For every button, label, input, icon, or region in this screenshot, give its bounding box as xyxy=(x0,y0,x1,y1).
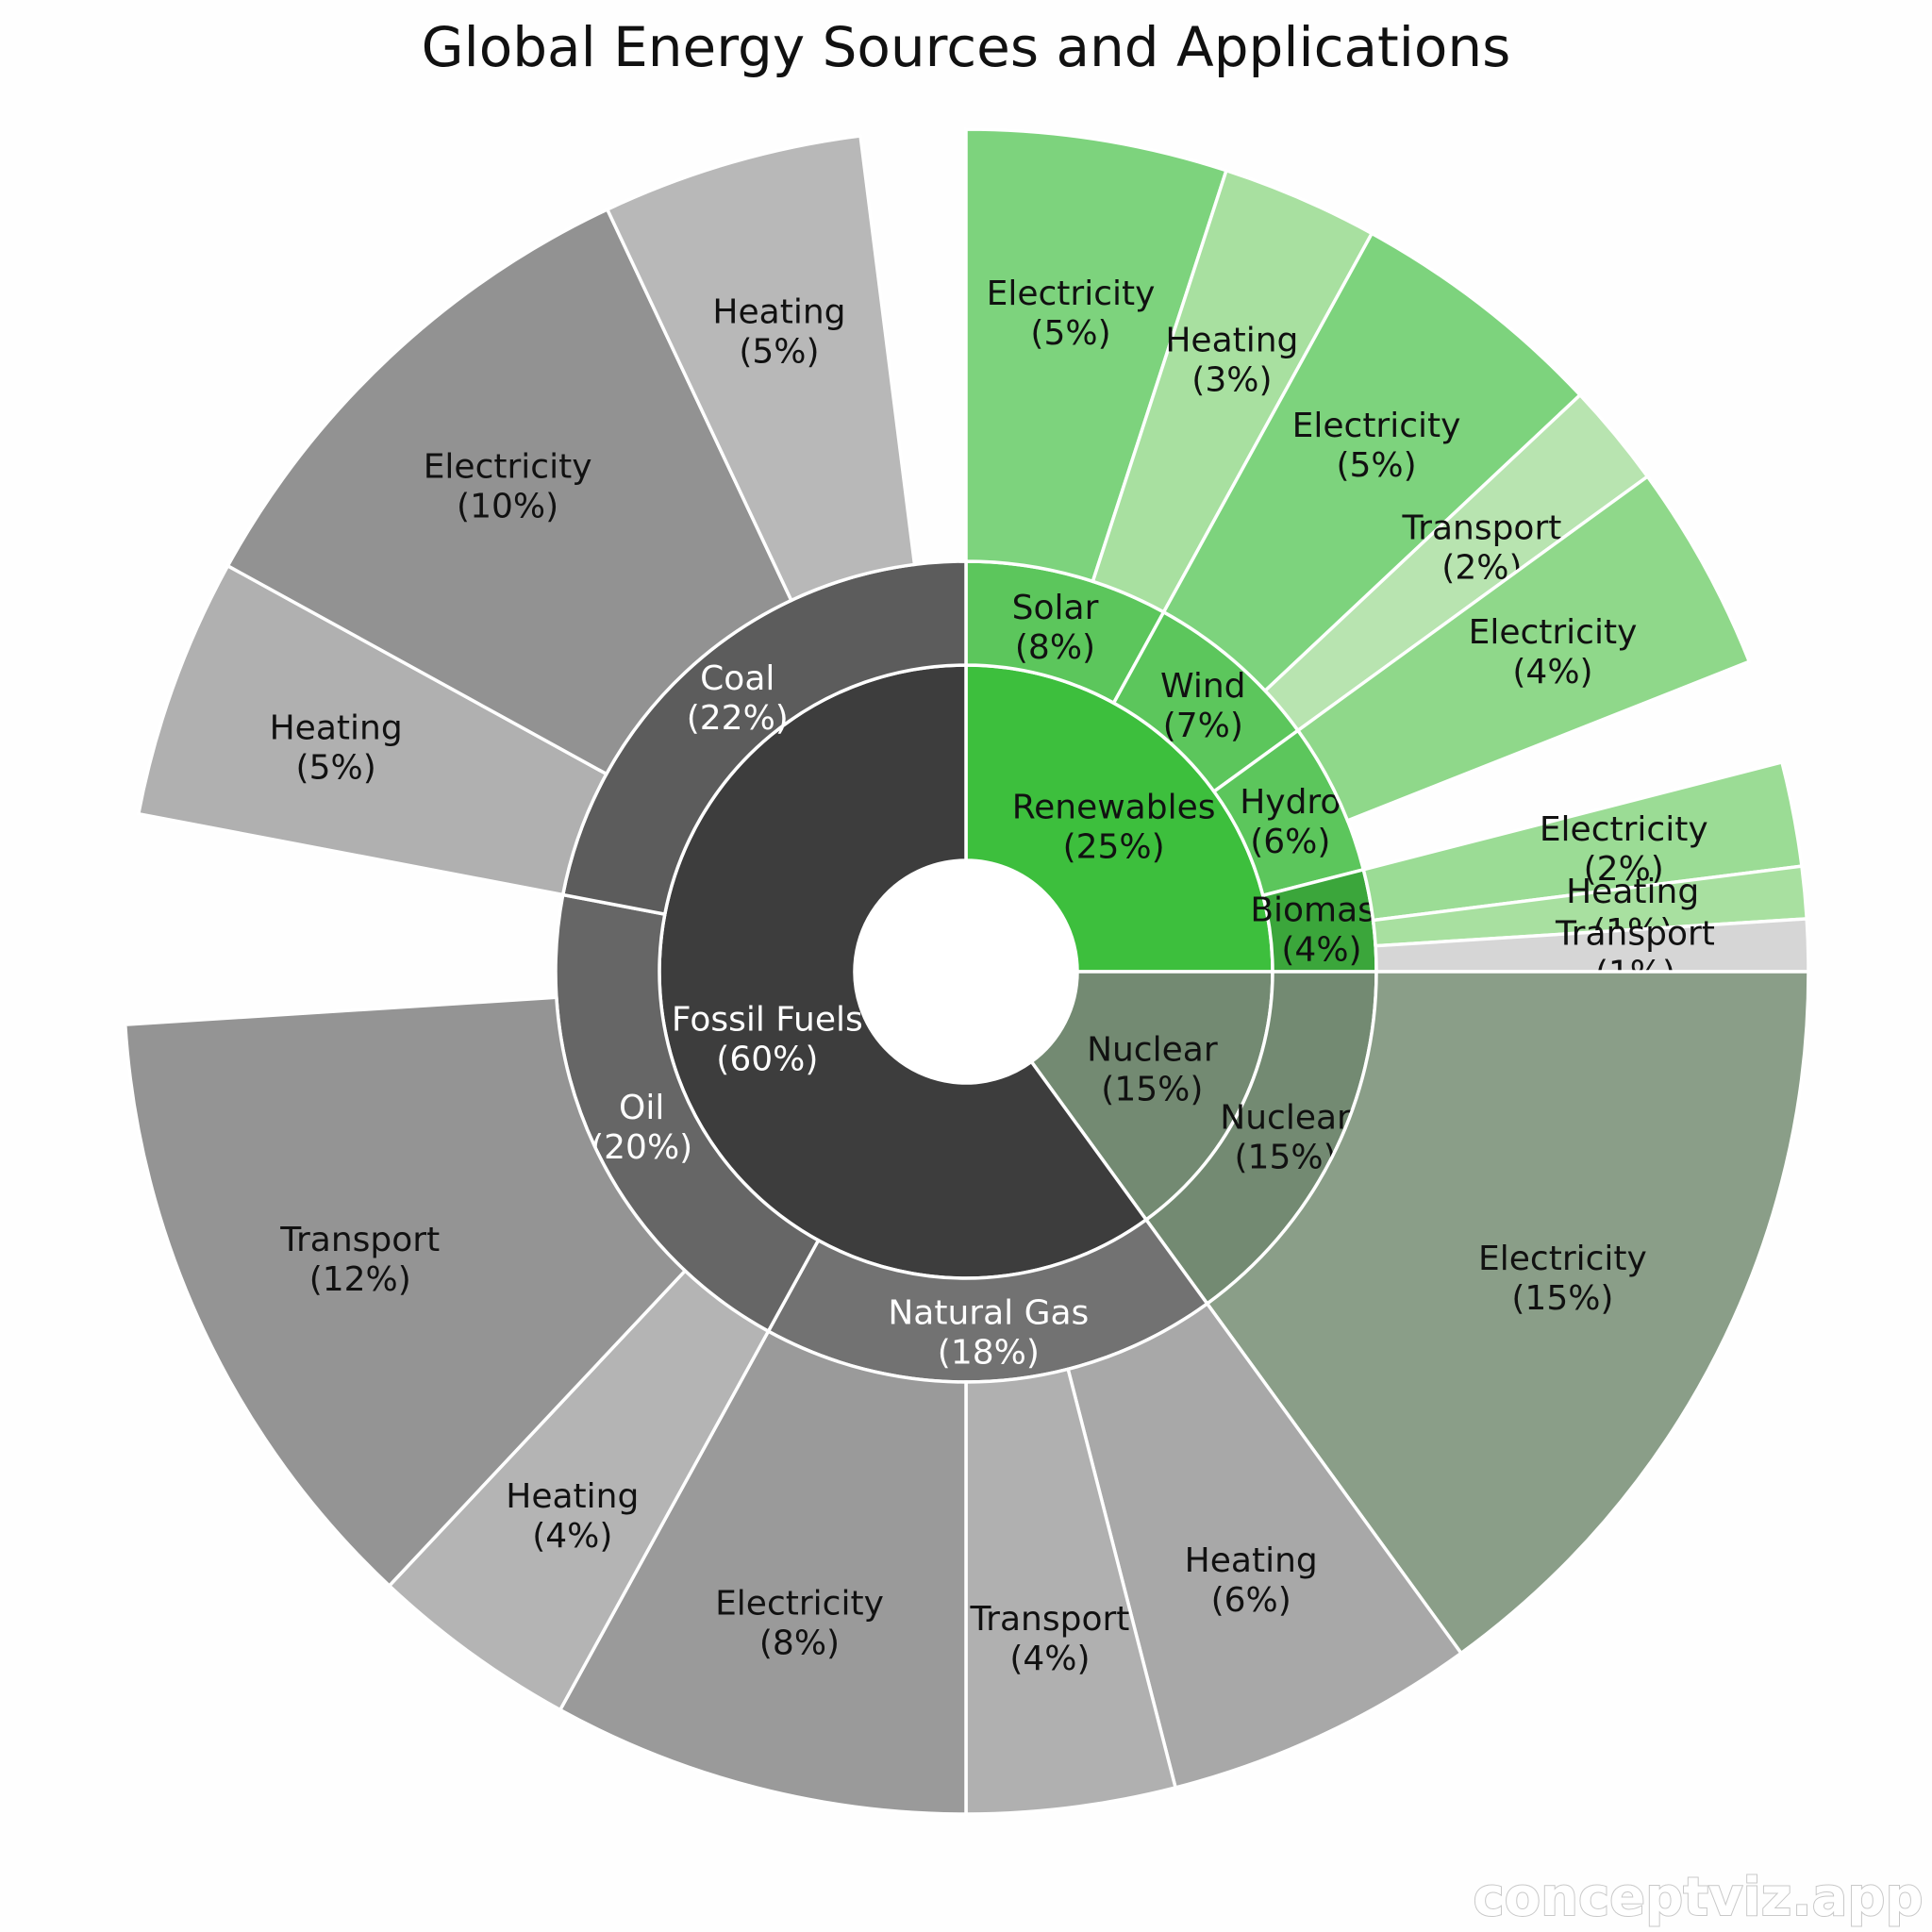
label-renewables: Renewables (25%) xyxy=(1012,788,1216,866)
chart-title: Global Energy Sources and Applications xyxy=(422,15,1511,79)
label-name: Transport xyxy=(1555,915,1715,954)
label-coal-electricity-1: Electricity (10%) xyxy=(424,448,592,526)
label-name: Heating xyxy=(1165,322,1298,360)
label-value: (12%) xyxy=(309,1260,411,1299)
label-name: Heating xyxy=(712,292,845,331)
label-name: Transport xyxy=(279,1221,440,1259)
center-hole xyxy=(855,860,1077,1083)
label-value: (8%) xyxy=(1015,628,1095,667)
label-name: Electricity xyxy=(987,275,1156,313)
label-name: Electricity xyxy=(715,1585,884,1624)
label-value: (5%) xyxy=(296,749,376,788)
label-nuclear-nuclear: Nuclear (15%) xyxy=(1220,1099,1351,1177)
label-name: Nuclear xyxy=(1220,1099,1351,1138)
label-name: Transport xyxy=(969,1600,1129,1639)
label-biomass-electricity-0: Electricity (2%) xyxy=(1540,810,1708,889)
label-value: (10%) xyxy=(457,488,558,526)
segment-coal-electricity-1 xyxy=(225,207,794,776)
label-name: Wind xyxy=(1160,667,1245,706)
watermark: conceptviz.app xyxy=(1473,1867,1923,1928)
label-value: (2%) xyxy=(1584,850,1664,889)
label-wind-electricity-0: Electricity (5%) xyxy=(1292,407,1461,485)
label-oil-transport-1: Transport (12%) xyxy=(279,1221,440,1299)
label-nuclear-electricity-0: Electricity (15%) xyxy=(1478,1240,1647,1318)
label-renewables-hydro: Hydro (6%) xyxy=(1240,783,1341,861)
label-fossil-fuels-coal: Coal (22%) xyxy=(687,659,789,738)
label-name: Oil xyxy=(619,1089,664,1127)
label-name: Solar xyxy=(1012,589,1099,627)
label-natural-gas-electricity-2: Electricity (8%) xyxy=(715,1585,884,1663)
label-name: Transport xyxy=(1401,509,1561,548)
label-value: (5%) xyxy=(1030,314,1110,353)
label-oil-heating-0: Heating (4%) xyxy=(506,1477,639,1556)
label-name: Electricity xyxy=(1469,613,1638,652)
label-value: (15%) xyxy=(1101,1071,1203,1109)
label-name: Electricity xyxy=(1540,810,1708,849)
label-renewables-wind: Wind (7%) xyxy=(1160,667,1245,745)
label-value: (4%) xyxy=(1281,930,1361,969)
label-nuclear: Nuclear (15%) xyxy=(1087,1031,1218,1109)
sunburst-segments: Renewables (25%)Solar (8%)Electricity (5%) H… xyxy=(123,127,1810,1816)
label-coal-heating-2: Heating (5%) xyxy=(712,292,845,371)
segment-nuclear-electricity-0 xyxy=(1205,970,1810,1656)
segment-natural-gas-electricity-2 xyxy=(558,1328,968,1816)
label-name: Electricity xyxy=(1292,407,1461,445)
label-name: Natural Gas xyxy=(888,1293,1089,1332)
label-natural-gas-heating-0: Heating (6%) xyxy=(1185,1541,1318,1620)
label-name: Nuclear xyxy=(1087,1031,1218,1070)
label-name: Heating xyxy=(1185,1541,1318,1580)
label-value: (22%) xyxy=(687,699,789,738)
label-value: (25%) xyxy=(1063,827,1165,866)
label-value: (6%) xyxy=(1250,823,1330,861)
label-solar-heating-1: Heating (3%) xyxy=(1165,322,1298,400)
label-hydro-electricity-0: Electricity (4%) xyxy=(1469,613,1638,691)
label-name: Heating xyxy=(1566,873,1699,911)
label-fossil-fuels-oil: Oil (20%) xyxy=(591,1089,692,1167)
label-value: (7%) xyxy=(1163,707,1243,745)
label-value: (8%) xyxy=(759,1624,840,1663)
label-name: Electricity xyxy=(1478,1240,1647,1278)
label-name: Heating xyxy=(506,1477,639,1516)
label-name: Renewables xyxy=(1012,788,1216,826)
label-value: (4%) xyxy=(1512,653,1592,691)
label-value: (15%) xyxy=(1235,1139,1337,1177)
label-name: Hydro xyxy=(1240,783,1341,822)
label-value: (6%) xyxy=(1211,1581,1291,1620)
label-name: Electricity xyxy=(424,448,592,487)
segment-hydro-electricity-0 xyxy=(1295,474,1752,824)
label-value: (4%) xyxy=(532,1517,612,1556)
label-name: Heating xyxy=(270,709,403,748)
label-value: (5%) xyxy=(1336,446,1416,485)
label-value: (20%) xyxy=(591,1128,692,1167)
label-value: (60%) xyxy=(716,1040,818,1078)
segment-coal-heating-2 xyxy=(605,134,917,603)
label-fossil-fuels: Fossil Fuels (60%) xyxy=(672,1000,863,1078)
label-fossil-fuels-natural-gas: Natural Gas (18%) xyxy=(888,1293,1089,1372)
label-value: (5%) xyxy=(739,332,819,371)
label-renewables-solar: Solar (8%) xyxy=(1012,589,1099,667)
label-name: Fossil Fuels xyxy=(672,1000,863,1039)
label-value: (3%) xyxy=(1191,361,1272,400)
label-value: (18%) xyxy=(938,1333,1040,1372)
label-value: (4%) xyxy=(1009,1640,1090,1678)
label-value: (15%) xyxy=(1511,1279,1613,1318)
label-solar-electricity-0: Electricity (5%) xyxy=(987,275,1156,353)
label-name: Coal xyxy=(700,659,774,698)
segment-oil-transport-1 xyxy=(123,995,688,1589)
label-natural-gas-transport-1: Transport (4%) xyxy=(969,1600,1129,1678)
label-coal-heating-0: Heating (5%) xyxy=(270,709,403,788)
